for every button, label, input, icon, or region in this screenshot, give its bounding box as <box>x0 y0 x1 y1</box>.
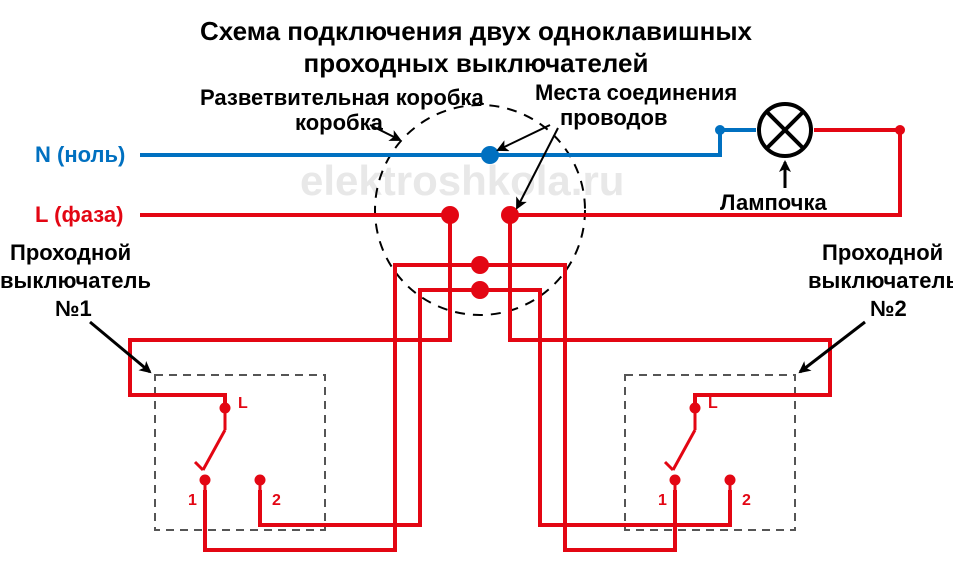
node-red-corner <box>895 125 905 135</box>
title-line1: Схема подключения двух одноклавишных <box>200 16 753 46</box>
arrow-sw1 <box>90 322 150 372</box>
sw1-label-l2: выключатель <box>0 268 151 293</box>
junction-box-label-l1: Разветвительная коробка <box>200 85 484 110</box>
sw2-label-l2: выключатель <box>808 268 953 293</box>
node-blue-lamp <box>715 125 725 135</box>
sw1-label-l3: №1 <box>55 296 92 321</box>
sw1-terminal-1: 1 <box>188 492 197 509</box>
sw2-label-l1: Проходной <box>822 240 943 265</box>
conn-points-l2: проводов <box>560 105 667 130</box>
junction-node-neutral <box>481 146 499 164</box>
switch2-internals <box>665 404 734 490</box>
wire-L-to-sw1 <box>130 215 450 405</box>
title-line2: проходных выключателей <box>304 48 649 78</box>
arrow-conn-1 <box>498 125 550 150</box>
arrow-sw2 <box>800 322 865 372</box>
wire-L-to-sw2 <box>510 215 830 405</box>
sw2-terminal-2: 2 <box>742 492 751 509</box>
lamp-label: Лампочка <box>720 190 827 215</box>
sw1-terminal-2: 2 <box>272 492 281 509</box>
wire-traveller-b-left <box>260 290 480 525</box>
neutral-wire <box>140 130 756 155</box>
watermark-text: elektroshkola.ru <box>300 157 624 204</box>
junction-box-label-l2: коробка <box>295 110 384 135</box>
sw2-terminal-1: 1 <box>658 492 667 509</box>
sw1-terminal-L: L <box>238 395 248 412</box>
neutral-label: N (ноль) <box>35 142 125 167</box>
sw2-label-l3: №2 <box>870 296 907 321</box>
lamp-symbol <box>759 104 811 156</box>
phase-label: L (фаза) <box>35 202 123 227</box>
sw1-label-l1: Проходной <box>10 240 131 265</box>
switch1-internals <box>195 404 264 490</box>
sw2-terminal-L: L <box>708 395 718 412</box>
wiring-diagram: elektroshkola.ru Схема подключения двух … <box>0 0 953 570</box>
conn-points-l1: Места соединения <box>535 80 737 105</box>
